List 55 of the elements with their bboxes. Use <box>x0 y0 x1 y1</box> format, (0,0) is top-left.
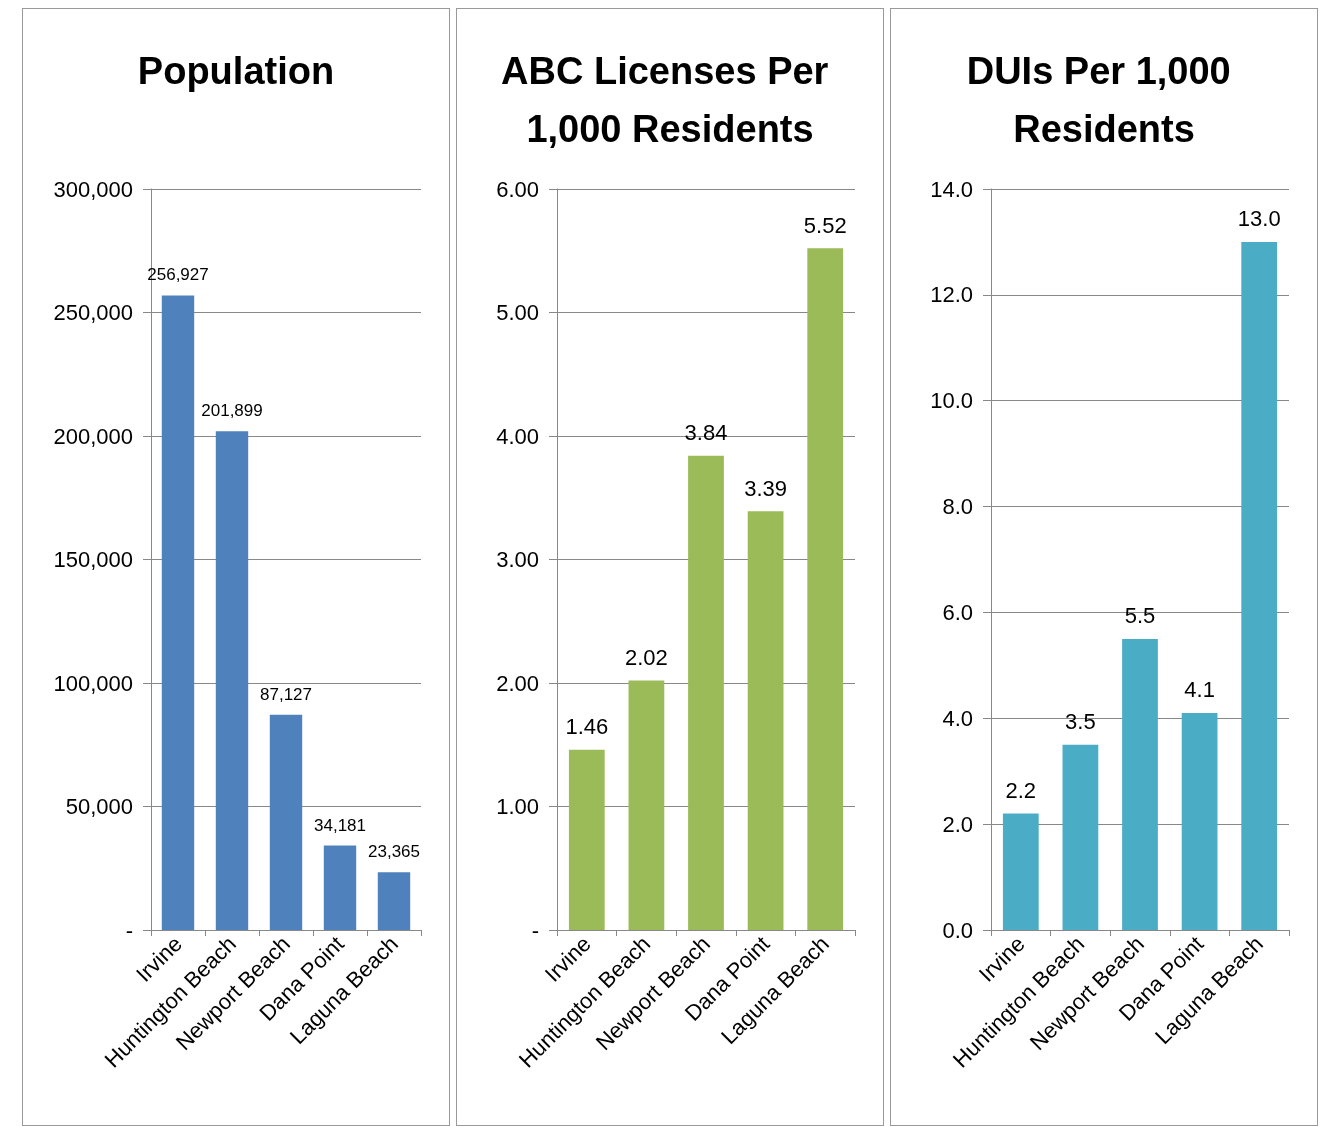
bar <box>269 714 303 930</box>
data-label: 3.39 <box>744 475 788 501</box>
bar <box>1002 813 1039 930</box>
y-tick-label: 0.0 <box>942 917 973 943</box>
y-tick-label: 10.0 <box>930 388 973 414</box>
y-tick-label: 5.00 <box>496 300 539 325</box>
y-tick-label: 50,000 <box>65 794 133 819</box>
data-label: 4.1 <box>1184 677 1215 703</box>
data-label: 34,181 <box>314 815 366 835</box>
bar <box>628 680 665 930</box>
y-tick-label: 100,000 <box>53 670 133 696</box>
bar <box>1241 241 1278 930</box>
y-tick-label: 8.0 <box>942 494 973 520</box>
data-label: 5.5 <box>1124 603 1156 629</box>
data-label: 13.0 <box>1237 206 1281 232</box>
y-tick-label: 6.00 <box>496 176 539 202</box>
data-label: 87,127 <box>260 684 312 704</box>
y-tick-label: 2.00 <box>496 670 539 696</box>
bar <box>1062 744 1099 930</box>
y-tick-label: 2.0 <box>942 811 973 837</box>
bar <box>161 295 195 930</box>
chart-title: ABC Licenses Per 1,000 Residents <box>501 50 839 150</box>
y-tick-label: 1.00 <box>496 794 539 819</box>
bar <box>807 248 844 930</box>
data-label: 1.46 <box>565 714 609 740</box>
y-tick-label: 250,000 <box>53 300 133 325</box>
data-label: 3.5 <box>1065 709 1096 735</box>
y-tick-label: - <box>531 917 539 943</box>
bar <box>688 455 724 930</box>
data-label: 201,899 <box>201 401 263 421</box>
bar <box>568 749 605 930</box>
y-tick-label: 12.0 <box>930 282 973 308</box>
y-tick-label: 150,000 <box>53 547 133 572</box>
y-tick-label: 4.0 <box>942 705 973 731</box>
data-label: 5.52 <box>803 212 847 238</box>
data-label: 2.02 <box>624 645 668 671</box>
bar <box>323 845 357 930</box>
data-label: 256,927 <box>147 265 209 285</box>
bar <box>215 431 249 930</box>
data-label: 23,365 <box>368 842 420 862</box>
data-label: 2.2 <box>1005 778 1037 804</box>
bar <box>1181 712 1218 930</box>
y-tick-label: 14.0 <box>930 176 973 202</box>
bar <box>377 872 411 930</box>
data-label: 3.84 <box>684 420 728 446</box>
y-tick-label: 3.00 <box>496 547 539 572</box>
y-tick-label: 200,000 <box>53 423 133 449</box>
y-tick-label: 4.00 <box>496 423 539 449</box>
y-tick-label: 300,000 <box>53 176 133 202</box>
chart-title: Population <box>137 50 335 92</box>
bar <box>747 511 784 930</box>
chart-title: DUIs Per 1,000 Residents <box>966 50 1242 150</box>
y-tick-label: - <box>125 917 133 943</box>
y-tick-label: 6.0 <box>942 599 973 625</box>
bar <box>1122 638 1158 930</box>
